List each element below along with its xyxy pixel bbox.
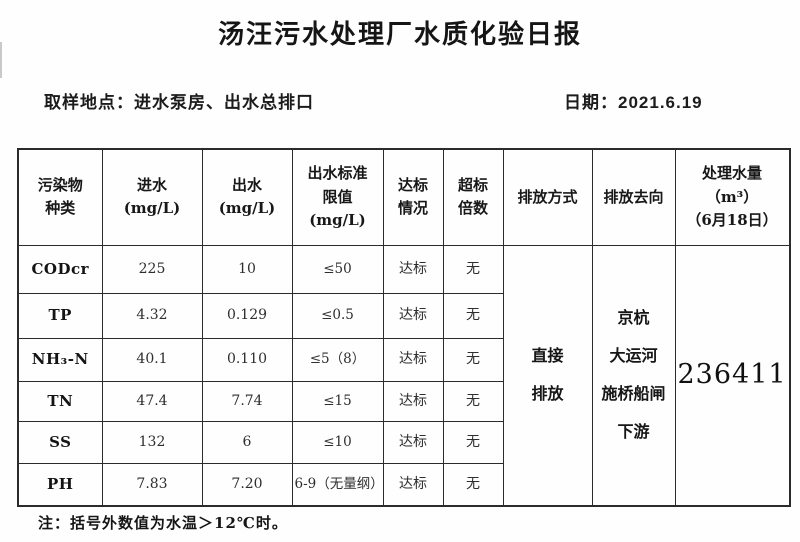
col-header-status: 达标 情况 [382, 148, 444, 246]
cell-limit: 6-9（无量纲） [291, 462, 384, 507]
table-header-row: 污染物 种类 进水 (mg/L) 出水 (mg/L) 出水标准 限值 (mg/L… [17, 148, 791, 246]
table-row: CODcr 225 10 ≤50 达标 无 直接 排放 京杭 大运河 施桥船闸 … [17, 244, 791, 507]
scan-artifact-line [0, 42, 2, 78]
header-line: (mg/L) [123, 199, 181, 218]
cell-pollutant: NH₃-N [17, 337, 103, 382]
header-line: (mg/L) [309, 210, 366, 229]
discharge-method-line: 直接 [531, 346, 564, 366]
col-header-influent: 进水 (mg/L) [101, 148, 203, 246]
cell-pollutant: SS [17, 420, 103, 464]
water-quality-table: 污染物 种类 进水 (mg/L) 出水 (mg/L) 出水标准 限值 (mg/L… [17, 148, 791, 507]
cell-influent: 7.83 [101, 462, 203, 507]
header-line: （6月18日） [686, 210, 778, 229]
cell-discharge-method: 直接 排放 [502, 244, 593, 507]
cell-pollutant: TP [17, 292, 103, 339]
cell-limit: ≤5（8） [291, 337, 384, 382]
cell-influent: 132 [101, 420, 203, 464]
col-header-treated-volume: 处理水量 （m³） （6月18日） [674, 148, 791, 246]
header-line: 达标 [397, 176, 428, 194]
cell-limit: ≤15 [291, 380, 384, 422]
col-header-effluent: 出水 (mg/L) [201, 148, 293, 246]
header-line: 进水 [136, 176, 167, 194]
header-line: (mg/L) [218, 199, 276, 218]
cell-status: 达标 [382, 292, 444, 339]
date-label: 日期：2021.6.19 [564, 93, 703, 112]
table-row: TP 4.32 0.129 ≤0.5 达标 无 [17, 292, 790, 339]
header-line: 情况 [397, 199, 428, 218]
cell-pollutant: CODcr [17, 244, 103, 294]
header-line: 限值 [322, 187, 353, 206]
page-title: 汤汪污水处理厂水质化验日报 [217, 19, 582, 49]
header-line: 处理水量 [702, 164, 763, 183]
header-line: 污染物 [37, 176, 83, 194]
cell-limit: ≤50 [291, 244, 384, 294]
cell-status: 达标 [382, 337, 444, 382]
cell-effluent: 0.129 [201, 292, 293, 339]
header-line: （m³） [705, 187, 759, 206]
col-header-discharge-method: 排放方式 [502, 148, 593, 246]
header-line: 超标 [457, 176, 488, 194]
header-line: 排放方式 [517, 187, 578, 206]
cell-status: 达标 [382, 420, 444, 464]
cell-exceed: 无 [442, 337, 504, 382]
cell-effluent: 6 [201, 420, 293, 464]
header-line: 种类 [45, 199, 76, 218]
table-row: PH 7.83 7.20 6-9（无量纲） 达标 无 [17, 462, 790, 507]
cell-effluent: 0.110 [201, 337, 293, 382]
cell-status: 达标 [382, 462, 444, 507]
header-line: 倍数 [457, 199, 488, 218]
cell-discharge-destination: 京杭 大运河 施桥船闸 下游 [591, 244, 676, 507]
cell-influent: 4.32 [101, 292, 203, 339]
cell-exceed: 无 [442, 420, 504, 464]
cell-exceed: 无 [442, 244, 504, 294]
discharge-destination-line: 京杭 [617, 308, 650, 328]
cell-limit: ≤10 [291, 420, 384, 464]
cell-effluent: 10 [201, 244, 293, 294]
cell-treated-volume: 236411 [674, 244, 791, 507]
footnote: 注：括号外数值为水温＞12℃时。 [38, 514, 288, 532]
meta-row: 取样地点：进水泵房、出水总排口 日期：2021.6.19 [0, 88, 800, 112]
discharge-destination-line: 施桥船闸 [601, 384, 666, 404]
header-line: 出水 [231, 176, 262, 194]
discharge-destination-line: 大运河 [609, 346, 658, 366]
sampling-location-label: 取样地点：进水泵房、出水总排口 [44, 93, 314, 112]
cell-influent: 47.4 [101, 380, 203, 422]
cell-effluent: 7.20 [201, 462, 293, 507]
cell-influent: 40.1 [101, 337, 203, 382]
cell-status: 达标 [382, 244, 444, 294]
cell-exceed: 无 [442, 292, 504, 339]
table-row: NH₃-N 40.1 0.110 ≤5（8） 达标 无 [17, 337, 790, 382]
cell-exceed: 无 [442, 380, 504, 422]
header-line: 排放去向 [603, 187, 664, 206]
col-header-pollutant: 污染物 种类 [17, 148, 103, 246]
discharge-method-line: 排放 [531, 384, 564, 404]
cell-status: 达标 [382, 380, 444, 422]
cell-influent: 225 [101, 244, 203, 294]
cell-effluent: 7.74 [201, 380, 293, 422]
col-header-exceed: 超标 倍数 [442, 148, 504, 246]
cell-limit: ≤0.5 [291, 292, 384, 339]
col-header-discharge-destination: 排放去向 [591, 148, 676, 246]
discharge-destination-line: 下游 [617, 422, 650, 442]
header-line: 出水标准 [307, 164, 368, 183]
cell-exceed: 无 [442, 462, 504, 507]
cell-pollutant: PH [17, 462, 103, 507]
cell-pollutant: TN [17, 380, 103, 422]
col-header-limit: 出水标准 限值 (mg/L) [291, 148, 384, 246]
